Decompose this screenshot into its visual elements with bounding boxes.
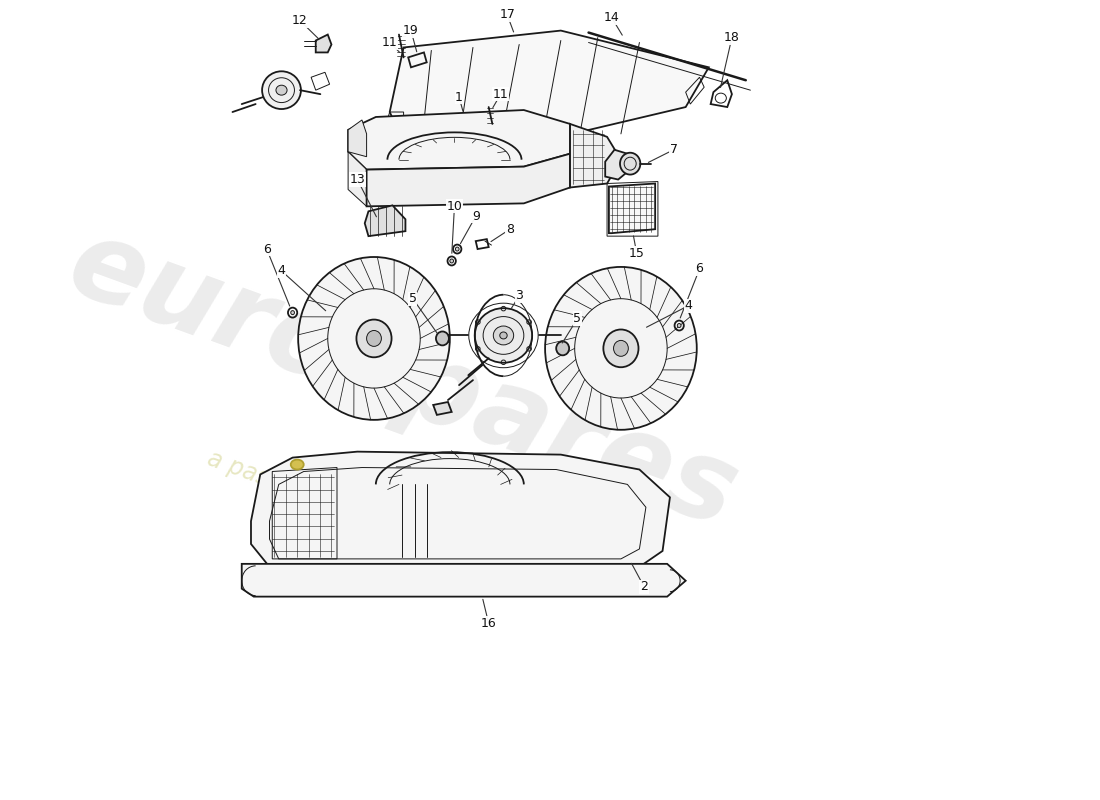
Text: 8: 8 bbox=[506, 222, 514, 236]
Ellipse shape bbox=[499, 332, 507, 339]
Text: 4: 4 bbox=[684, 299, 692, 312]
Text: 11: 11 bbox=[382, 36, 397, 49]
Ellipse shape bbox=[262, 71, 301, 109]
Ellipse shape bbox=[620, 153, 640, 174]
Text: 19: 19 bbox=[403, 24, 419, 37]
Ellipse shape bbox=[493, 326, 514, 345]
Text: 13: 13 bbox=[350, 173, 365, 186]
Polygon shape bbox=[348, 120, 366, 157]
Ellipse shape bbox=[290, 459, 304, 470]
Ellipse shape bbox=[450, 259, 453, 263]
Text: 5: 5 bbox=[573, 312, 582, 325]
Text: 6: 6 bbox=[695, 262, 704, 275]
Text: 10: 10 bbox=[447, 200, 462, 213]
Polygon shape bbox=[366, 154, 570, 206]
Text: 5: 5 bbox=[409, 292, 417, 306]
Text: 2: 2 bbox=[640, 580, 648, 593]
Ellipse shape bbox=[614, 341, 628, 356]
Polygon shape bbox=[605, 150, 630, 179]
Text: 1: 1 bbox=[455, 90, 463, 104]
Text: eurospares: eurospares bbox=[55, 210, 752, 550]
Polygon shape bbox=[570, 124, 620, 187]
Text: 7: 7 bbox=[670, 143, 678, 156]
Ellipse shape bbox=[475, 308, 532, 362]
Text: 4: 4 bbox=[277, 265, 285, 278]
Text: 18: 18 bbox=[724, 31, 740, 44]
Ellipse shape bbox=[546, 267, 696, 430]
Ellipse shape bbox=[557, 342, 569, 355]
Text: 9: 9 bbox=[472, 210, 480, 222]
Ellipse shape bbox=[290, 310, 295, 314]
Text: 15: 15 bbox=[629, 246, 645, 259]
Text: 11: 11 bbox=[493, 88, 508, 101]
Text: 12: 12 bbox=[293, 14, 308, 27]
Text: a passion for parts since 1985: a passion for parts since 1985 bbox=[205, 447, 548, 591]
Ellipse shape bbox=[604, 330, 638, 367]
Polygon shape bbox=[433, 402, 452, 415]
Text: 3: 3 bbox=[515, 290, 524, 302]
Ellipse shape bbox=[356, 319, 392, 358]
Polygon shape bbox=[389, 30, 708, 142]
Polygon shape bbox=[609, 183, 656, 233]
Ellipse shape bbox=[678, 323, 681, 327]
Text: 6: 6 bbox=[263, 242, 271, 255]
Polygon shape bbox=[316, 34, 331, 53]
Polygon shape bbox=[251, 452, 670, 567]
Polygon shape bbox=[242, 564, 685, 597]
Text: 17: 17 bbox=[499, 8, 515, 21]
Ellipse shape bbox=[276, 86, 287, 95]
Text: 14: 14 bbox=[604, 11, 619, 24]
Ellipse shape bbox=[436, 331, 449, 346]
Polygon shape bbox=[365, 206, 406, 236]
Polygon shape bbox=[348, 110, 570, 170]
Ellipse shape bbox=[366, 330, 382, 346]
Text: 16: 16 bbox=[481, 617, 496, 630]
Ellipse shape bbox=[298, 257, 450, 420]
Polygon shape bbox=[348, 152, 366, 206]
Ellipse shape bbox=[455, 247, 459, 251]
